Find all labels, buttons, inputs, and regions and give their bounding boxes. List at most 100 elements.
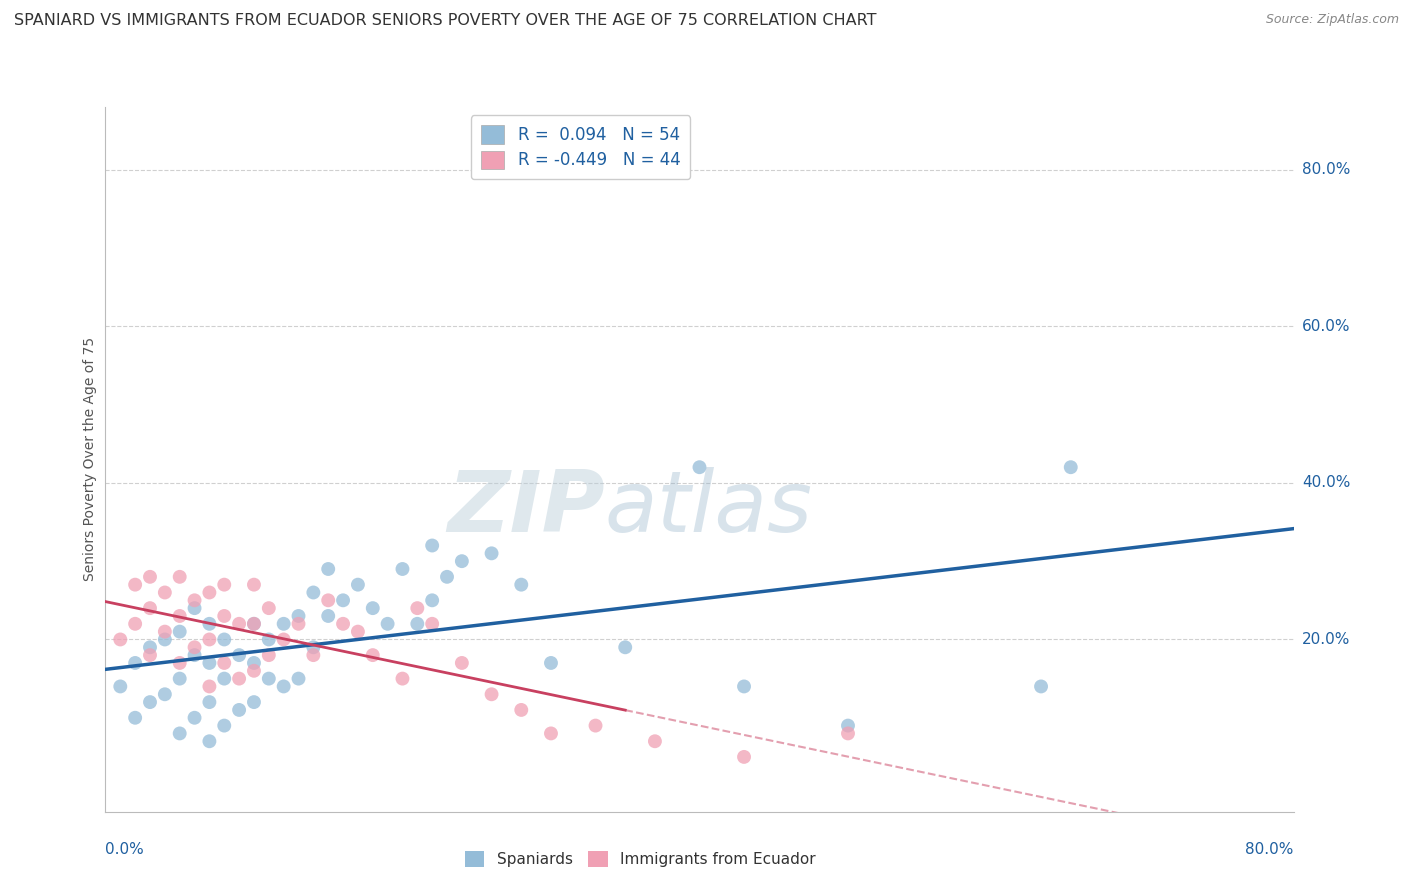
Point [169, 726, 191, 740]
Point [198, 616, 221, 631]
Point [214, 718, 236, 732]
Point [273, 616, 295, 631]
Text: 20.0%: 20.0% [1302, 632, 1350, 647]
Point [585, 718, 607, 732]
Point [153, 687, 176, 701]
Text: 40.0%: 40.0% [1302, 475, 1350, 491]
Point [273, 680, 295, 694]
Point [243, 664, 266, 678]
Point [243, 616, 266, 631]
Point [198, 680, 221, 694]
Point [153, 624, 176, 639]
Point [214, 609, 236, 624]
Point [139, 570, 162, 584]
Text: 80.0%: 80.0% [1246, 842, 1294, 857]
Point [183, 711, 205, 725]
Point [540, 726, 562, 740]
Point [436, 570, 458, 584]
Point [169, 570, 191, 584]
Point [183, 601, 205, 615]
Point [287, 609, 309, 624]
Point [510, 703, 533, 717]
Point [406, 601, 429, 615]
Point [420, 539, 443, 553]
Point [377, 616, 399, 631]
Point [733, 680, 755, 694]
Point [481, 546, 503, 560]
Point [139, 640, 162, 655]
Point [243, 695, 266, 709]
Legend: Spaniards, Immigrants from Ecuador: Spaniards, Immigrants from Ecuador [457, 843, 824, 874]
Point [406, 616, 429, 631]
Point [450, 656, 472, 670]
Point [837, 718, 859, 732]
Point [257, 648, 280, 662]
Point [420, 593, 443, 607]
Point [733, 750, 755, 764]
Point [257, 632, 280, 647]
Point [316, 609, 339, 624]
Point [198, 695, 221, 709]
Point [510, 577, 533, 591]
Point [481, 687, 503, 701]
Point [347, 577, 370, 591]
Point [139, 648, 162, 662]
Point [644, 734, 666, 748]
Point [332, 593, 354, 607]
Point [689, 460, 711, 475]
Point [243, 616, 266, 631]
Point [257, 672, 280, 686]
Point [169, 656, 191, 670]
Point [198, 734, 221, 748]
Point [332, 616, 354, 631]
Point [214, 672, 236, 686]
Point [198, 585, 221, 599]
Point [124, 656, 146, 670]
Point [110, 632, 132, 647]
Point [347, 624, 370, 639]
Point [228, 616, 250, 631]
Text: atlas: atlas [605, 467, 813, 550]
Point [316, 562, 339, 576]
Point [1029, 680, 1052, 694]
Point [183, 593, 205, 607]
Point [302, 585, 325, 599]
Point [169, 609, 191, 624]
Point [273, 632, 295, 647]
Point [124, 711, 146, 725]
Point [214, 632, 236, 647]
Point [139, 695, 162, 709]
Point [110, 680, 132, 694]
Point [124, 577, 146, 591]
Point [361, 601, 384, 615]
Text: Source: ZipAtlas.com: Source: ZipAtlas.com [1265, 13, 1399, 27]
Point [153, 585, 176, 599]
Point [420, 616, 443, 631]
Point [228, 648, 250, 662]
Text: 60.0%: 60.0% [1302, 318, 1350, 334]
Point [257, 601, 280, 615]
Text: 80.0%: 80.0% [1302, 162, 1350, 178]
Y-axis label: Seniors Poverty Over the Age of 75: Seniors Poverty Over the Age of 75 [83, 337, 97, 582]
Point [169, 624, 191, 639]
Point [1060, 460, 1083, 475]
Point [302, 640, 325, 655]
Point [139, 601, 162, 615]
Point [391, 562, 413, 576]
Point [198, 656, 221, 670]
Point [287, 672, 309, 686]
Point [614, 640, 637, 655]
Point [124, 616, 146, 631]
Point [540, 656, 562, 670]
Point [228, 672, 250, 686]
Point [361, 648, 384, 662]
Point [243, 577, 266, 591]
Point [198, 632, 221, 647]
Point [183, 648, 205, 662]
Text: 0.0%: 0.0% [105, 842, 145, 857]
Point [302, 648, 325, 662]
Point [214, 577, 236, 591]
Point [316, 593, 339, 607]
Point [243, 656, 266, 670]
Point [183, 640, 205, 655]
